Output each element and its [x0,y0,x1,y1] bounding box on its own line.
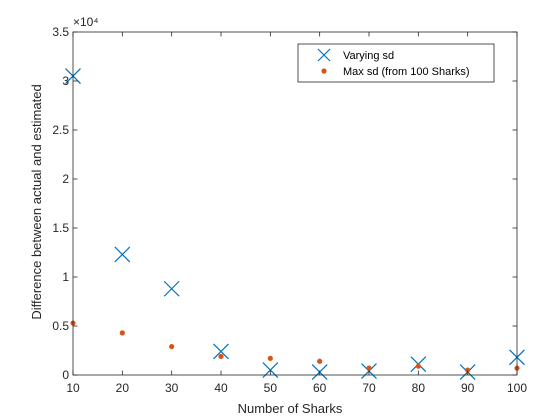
x-marker-point [114,246,131,263]
y-tick-label: 3 [62,74,69,88]
y-tick-label: 0.5 [52,319,69,333]
dot-marker-point [415,363,421,369]
x-tick-label: 30 [165,381,179,395]
legend: Varying sd Max sd (from 100 Sharks) [297,43,495,83]
dot-marker-point [119,330,125,336]
dot-marker-point [317,358,323,364]
x-marker-point [163,280,180,297]
axes: 10 20 30 40 50 60 70 80 90 100 0 0.5 1 1.5 2 2.5 3 3.5 [52,25,527,395]
y-tick-label: 0 [62,368,69,382]
y-tick-label: 2 [62,172,69,186]
x-tick-label: 40 [214,381,228,395]
dot-marker-point [465,367,471,373]
legend-box [297,43,495,83]
axes-box [72,31,518,376]
legend-dot-marker-icon [321,68,327,74]
x-tick-label: 20 [116,381,130,395]
x-tick-label: 50 [264,381,278,395]
x-marker-point [213,343,229,360]
x-tick-label: 60 [313,381,327,395]
plot-area [73,32,517,375]
y-tick-label: 1.5 [52,221,69,235]
y-tick-label: 1 [62,270,69,284]
y-exponent-label: ×10⁴ [73,15,99,29]
dot-marker-point [366,365,372,371]
dot-marker-point [218,353,224,359]
x-tick-label: 90 [461,381,475,395]
y-tick-label: 3.5 [52,25,69,39]
x-tick-label: 80 [412,381,426,395]
x-tick-label: 10 [66,381,80,395]
dot-marker-point [267,355,273,361]
y-tick-label: 2.5 [52,123,69,137]
legend-x-marker-icon [317,48,331,62]
legend-entry-label: Max sd (from 100 Sharks) [343,66,470,78]
y-axis-label: Difference between actual and estimated [29,84,44,319]
x-tick-label: 100 [507,381,527,395]
x-tick-label: 70 [362,381,376,395]
dot-marker-point [169,343,175,350]
x-axis-label: Number of Sharks [238,401,343,416]
legend-entry-label: Varying sd [343,50,394,62]
